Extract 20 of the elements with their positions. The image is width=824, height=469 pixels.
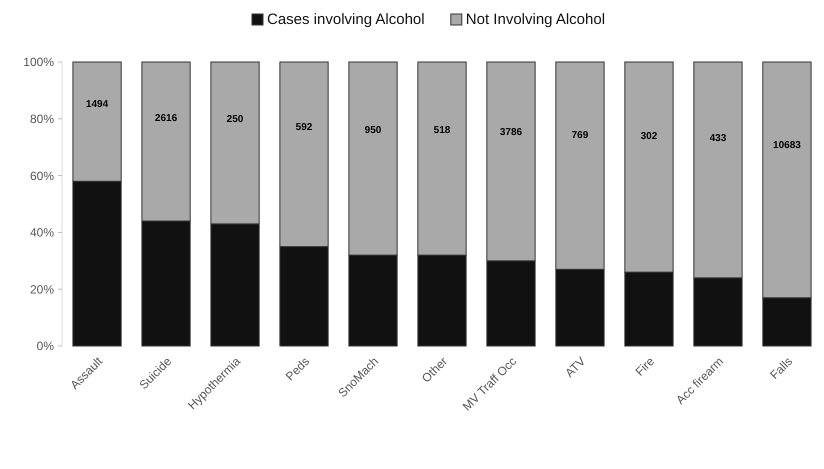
annotation: 769 [572,130,589,142]
legend-label: Not Involving Alcohol [466,11,606,28]
annotation: 433 [710,133,727,144]
y-tick-label: 20% [30,282,54,296]
annotation: 250 [226,114,244,126]
annotation: 592 [296,122,313,134]
y-tick-label: 0% [36,339,54,354]
annotation: 3786 [500,127,523,138]
y-tick-label: 80% [30,112,54,126]
x-tick-label: Fire [632,354,658,379]
annotation: 10683 [773,140,802,151]
annotation: 2616 [154,113,178,124]
y-tick-label: 60% [30,168,54,183]
y-tick-label: 40% [30,226,54,240]
annotation: 950 [364,125,382,136]
y-tick-label: 100% [23,55,54,70]
annotation: 518 [434,125,451,136]
annotation: 302 [640,131,658,142]
legend-label: Cases involving Alcohol [267,11,425,28]
annotation: 1494 [86,99,109,110]
